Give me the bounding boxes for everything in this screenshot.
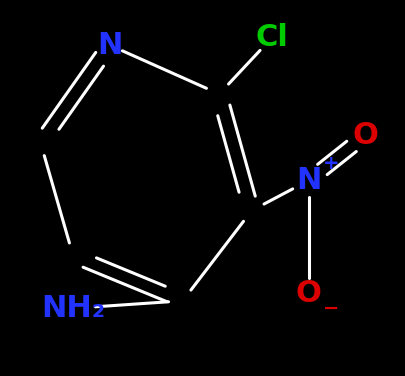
Text: +: + bbox=[322, 154, 338, 173]
Text: Cl: Cl bbox=[255, 23, 288, 52]
Text: NH₂: NH₂ bbox=[41, 294, 105, 323]
Text: O: O bbox=[295, 279, 321, 308]
Text: −: − bbox=[322, 299, 338, 318]
Text: N: N bbox=[295, 166, 320, 195]
Text: N: N bbox=[97, 30, 122, 60]
Text: O: O bbox=[352, 121, 377, 150]
